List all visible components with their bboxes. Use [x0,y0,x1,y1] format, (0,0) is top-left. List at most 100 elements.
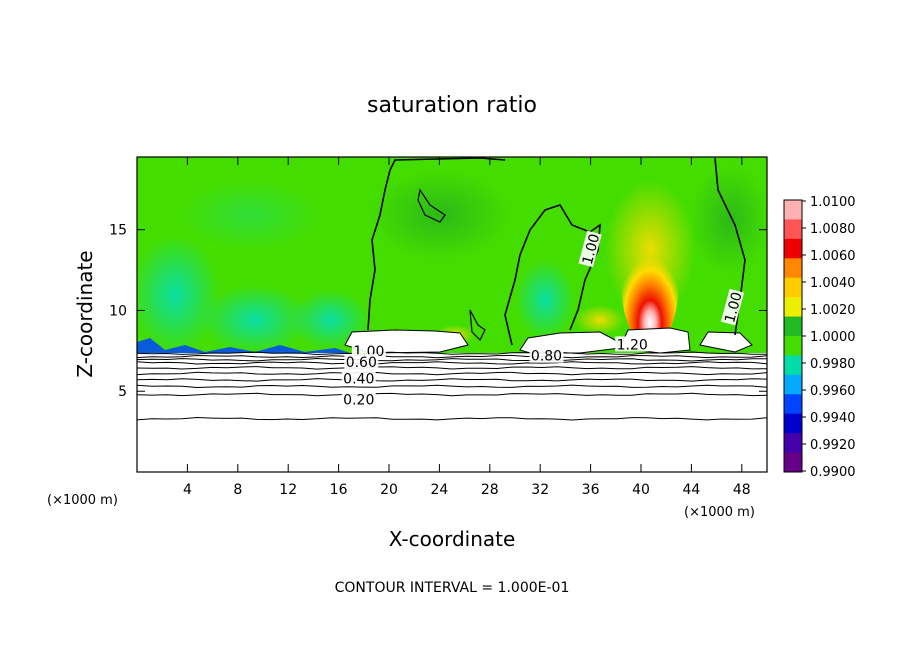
x-tick-label: 48 [733,482,751,498]
colorbar-segment [784,219,802,240]
contour-label-text: 0.60 [346,355,377,371]
x-tick-label: 24 [430,482,448,498]
contour-label-background [529,347,564,363]
colorbar-segment [784,238,802,259]
colorbar-segment [784,316,802,337]
contour-label-background [351,342,386,358]
colorbar-segment [784,433,802,454]
field-yellow-patch [575,305,625,335]
contour-label: 0.40 [341,370,376,387]
colorbar-segment [784,413,802,434]
x-axis-ticks: 4 8 12 16 20 24 28 32 36 40 44 48 [183,157,751,498]
x-axis-units-left: (×1000 m) [47,493,118,508]
colorbar-label: 0.9980 [810,357,856,372]
colorbar-label: 1.0060 [810,249,856,264]
field-cyan-patch [515,260,575,340]
field-darkgreen-patch [370,170,510,260]
x-tick-label: 4 [183,482,192,498]
field-cyan-patch [200,285,310,355]
contour-line-lower [137,357,767,362]
colorbar-segment [784,452,802,473]
colorbar-segment [784,200,802,220]
colorbar-label: 1.0040 [810,276,856,291]
contour-line-lower [137,392,767,397]
contour-label-background [341,370,376,386]
x-tick-label: 12 [279,482,297,498]
colorbar-label: 0.9960 [810,384,856,399]
x-tick-label: 8 [233,482,242,498]
x-tick-label: 40 [632,482,650,498]
plot-frame [136,156,768,473]
colorbar-label: 1.0000 [810,330,856,345]
contour-line-lower [137,366,767,370]
lower-contour-lines [137,351,767,421]
contour-label-text: 1.20 [617,337,648,353]
colorbar-label: 1.0020 [810,303,856,318]
field-hot-core [622,235,678,345]
colorbar-label: 0.9940 [810,411,856,426]
x-axis-title: X-coordinate [389,527,516,551]
contour-label-text: 0.40 [343,371,374,387]
contour-interval-footer: CONTOUR INTERVAL = 1.000E-01 [335,580,570,596]
contour-line-lower [137,378,767,382]
contour-label: 0.60 [344,354,379,371]
colorbar-segment [784,374,802,395]
y-axis-title: Z-coordinate [73,250,97,377]
field-white-cloud [699,331,753,353]
contour-label-text: 0.20 [343,392,374,408]
colorbar-segment [784,336,802,356]
contour-label: 1.00 [720,288,746,326]
field-blue-band [137,338,350,353]
contour-label-background [615,336,650,352]
contour-line-lower [137,384,767,389]
chart-title: saturation ratio [367,93,537,118]
x-tick-label: 28 [481,482,499,498]
colorbar: 1.0100 1.0080 1.0060 1.0040 1.0020 1.0000 0.99… [783,195,856,480]
contour-line-lower [137,416,767,421]
contour-label: 1.20 [615,336,650,353]
colorbar-segment [784,277,802,298]
colorbar-segment [784,297,802,318]
contour-label: 0.80 [529,347,564,365]
contour-line-lower [137,361,767,365]
colorbar-label: 1.0100 [810,195,856,210]
contour-line-small [417,188,446,223]
contour-line-1.00 [367,157,506,331]
y-tick-label: 10 [109,303,127,319]
contour-label-background [341,391,376,407]
field-cyan-patch [137,235,220,355]
contour-label-text: 1.00 [722,290,746,324]
colorbar-segment [784,394,802,415]
contour-label: 1.00 [578,230,604,268]
x-tick-label: 16 [330,482,348,498]
colorbar-segment [784,355,802,376]
colorbar-label: 0.9900 [810,465,856,480]
contour-line-lower [137,354,767,359]
x-tick-label: 44 [682,482,700,498]
contour-label-background [720,288,745,326]
contour-labels: 1.000.600.400.200.801.201.001.00 [341,230,746,408]
x-tick-label: 36 [582,482,600,498]
contour-line-1.00 [504,204,601,346]
contour-line-lower [137,351,767,356]
contour-line-small [469,309,486,342]
colorbar-label: 1.0080 [810,222,856,237]
field-darkgreen-patch [690,165,767,275]
x-tick-label: 20 [380,482,398,498]
x-tick-label: 32 [531,482,549,498]
contour-label: 0.20 [341,391,376,408]
y-tick-label: 15 [109,223,127,239]
contour-label-background [578,230,602,268]
plot-area [137,157,767,472]
contour-line-lower [137,371,767,376]
y-tick-label: 5 [118,384,127,400]
contour-label-background [344,354,379,370]
colorbar-label: 0.9920 [810,438,856,453]
field-cyan-patch [180,180,320,250]
y-axis-ticks: 5 10 15 [109,223,767,400]
colorbar-segment [784,258,802,279]
x-axis-units-right: (×1000 m) [684,505,755,520]
contour-label-text: 1.00 [580,232,604,266]
contour-label-text: 0.80 [531,349,562,365]
